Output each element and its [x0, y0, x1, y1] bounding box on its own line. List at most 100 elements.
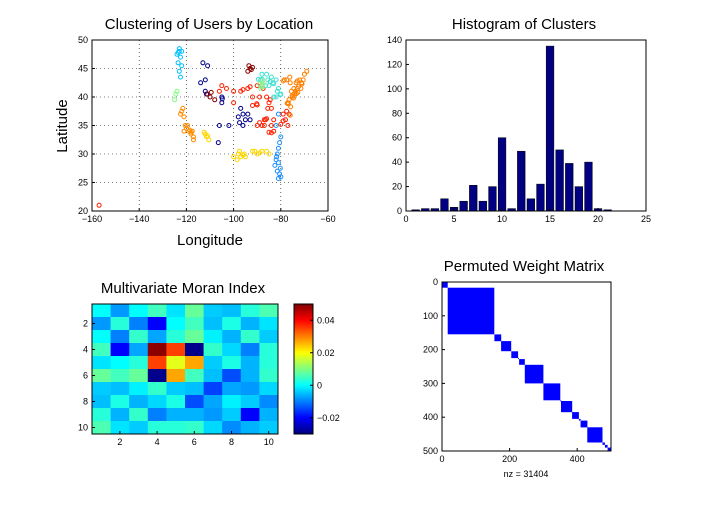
scatter-point-c5 — [272, 162, 278, 168]
scatter-point-c5 — [275, 176, 281, 181]
scatter-point-c3 — [191, 137, 196, 143]
scatter-xtick-label: −80 — [273, 214, 288, 224]
histogram-bar — [526, 198, 535, 212]
scatter-ytick-label: 50 — [78, 35, 88, 45]
scatter-point-c8 — [265, 105, 271, 111]
scatter-point-c7 — [245, 68, 251, 74]
colorbar-segment — [294, 421, 313, 425]
moran-ticks: 2 4 6 8 10 2 4 6 8 10 — [78, 319, 274, 448]
colorbar-segment — [294, 391, 313, 394]
scatter-ytick-label: 35 — [78, 121, 88, 131]
moran-colorbar — [294, 304, 313, 435]
moran-cell — [147, 395, 167, 409]
scatter-point-c6 — [250, 148, 255, 154]
moran-cell — [147, 317, 167, 331]
moran-cell — [259, 304, 279, 318]
scatter-point-c10 — [271, 94, 277, 100]
scatter-point-c3 — [178, 111, 183, 117]
colorbar-segment — [294, 330, 313, 333]
scatter-point-c5 — [274, 154, 280, 160]
histogram-bar — [536, 183, 545, 212]
moran-cell — [147, 343, 167, 357]
colorbar-tick-label: 0.02 — [317, 348, 335, 358]
histogram-bar — [459, 200, 468, 212]
colorbar-segment — [294, 328, 313, 331]
colorbar-segment — [294, 318, 313, 321]
moran-cell — [92, 304, 111, 318]
scatter-ytick-label: 45 — [78, 64, 88, 74]
moran-cell — [110, 343, 130, 357]
weights-block — [519, 359, 525, 365]
moran-cell — [240, 408, 260, 422]
scatter-point-c2 — [172, 97, 178, 103]
moran-cell — [129, 421, 149, 435]
scatter-point-c8 — [250, 103, 255, 108]
weights-block — [578, 418, 581, 421]
colorbar-segment — [294, 397, 313, 400]
colorbar-segment — [294, 405, 313, 408]
moran-cell — [92, 356, 111, 370]
weights-ytick-label: 0 — [433, 277, 438, 287]
moran-cell — [110, 408, 130, 422]
colorbar-segment — [294, 419, 313, 423]
scatter-point-c8 — [261, 123, 267, 128]
scatter-point-c4 — [202, 77, 208, 83]
scatter-point-c8 — [261, 117, 267, 123]
scatter-xtick-label: −100 — [223, 214, 243, 224]
scatter-point-c6 — [252, 148, 258, 154]
scatter-point-c8 — [254, 123, 260, 128]
weights-ytick-label: 500 — [423, 446, 438, 456]
colorbar-segment — [294, 304, 313, 307]
scatter-point-c7 — [212, 97, 218, 103]
scatter-point-c9 — [304, 68, 310, 74]
colorbar-segment — [294, 431, 313, 435]
moran-xtick-label: 4 — [155, 437, 160, 447]
histogram-ytick-label: 0 — [397, 206, 402, 216]
weights-block — [447, 287, 495, 335]
colorbar-segment — [294, 383, 313, 386]
colorbar-segment — [294, 310, 313, 313]
moran-ytick-label: 6 — [83, 371, 88, 381]
scatter-xtick-label: −60 — [320, 214, 335, 224]
histogram-ytick-label: 120 — [387, 59, 402, 69]
scatter-point-c8 — [268, 123, 274, 128]
scatter-point-c4 — [245, 111, 251, 117]
weights-block — [560, 400, 562, 402]
weights-nz-label: nz = 31404 — [504, 469, 549, 479]
colorbar-segment — [294, 371, 313, 374]
colorbar-segment — [294, 334, 313, 337]
weights-block — [524, 364, 544, 384]
moran-cell — [203, 343, 223, 357]
scatter-point-c10 — [259, 71, 265, 77]
histogram-bar — [565, 163, 574, 212]
moran-cell — [129, 395, 149, 409]
scatter-point-c9 — [297, 77, 303, 83]
moran-cell — [240, 330, 260, 344]
weights-ytick-label: 100 — [423, 311, 438, 321]
scatter-xlabel: Longitude — [177, 232, 243, 249]
scatter-point-c9 — [293, 91, 299, 97]
moran-cell — [259, 408, 279, 422]
colorbar-segment — [294, 366, 313, 370]
weights-blocks — [442, 282, 611, 451]
weights-xtick-label: 400 — [570, 454, 585, 464]
moran-cell — [203, 304, 223, 318]
scatter-point-c4 — [216, 123, 222, 128]
moran-cell — [110, 317, 130, 331]
moran-cell — [147, 330, 167, 344]
moran-cell — [203, 408, 223, 422]
histogram-bar — [488, 186, 497, 212]
colorbar-segment — [294, 427, 313, 431]
moran-cell — [166, 395, 186, 409]
moran-cell — [259, 330, 279, 344]
scatter-point-c6 — [264, 148, 270, 154]
scatter-point-c7 — [205, 91, 211, 97]
moran-cell — [203, 330, 223, 344]
colorbar-segment — [294, 399, 313, 402]
weights-ticks: 0 200 400 0 100 200 300 400 500 — [423, 277, 585, 464]
weights-block — [501, 341, 512, 352]
weights-block — [602, 442, 605, 445]
moran-cell — [185, 382, 204, 396]
scatter-ytick-label: 25 — [78, 178, 88, 188]
scatter-point-c6 — [259, 148, 265, 154]
